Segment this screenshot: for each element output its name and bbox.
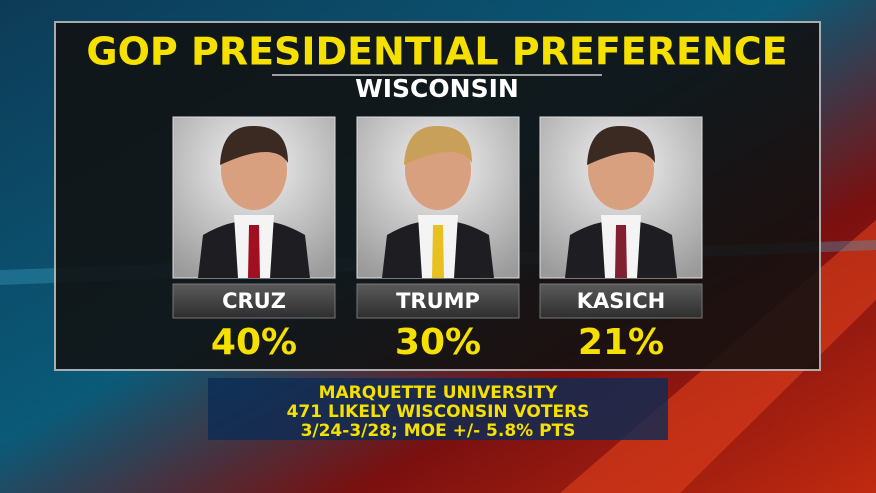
candidate-name: CRUZ — [222, 289, 286, 313]
candidate-name: KASICH — [577, 289, 665, 313]
candidate-name: TRUMP — [396, 289, 480, 313]
photo-tie — [248, 225, 260, 278]
photo-hair — [587, 125, 655, 165]
candidate-percent: 21% — [578, 322, 664, 363]
name-plate — [539, 283, 703, 319]
photo-hair — [220, 125, 288, 165]
source-line: 3/24-3/28; MOE +/- 5.8% PTS — [301, 421, 576, 441]
photo-tie — [615, 225, 627, 278]
subtitle: WISCONSIN — [355, 74, 519, 103]
title: GOP PRESIDENTIAL PREFERENCE — [86, 30, 787, 74]
candidates: CRUZ 40% TRUMP 30% KASICH 21% — [172, 116, 703, 363]
name-plate — [172, 283, 336, 319]
photo-tie — [432, 225, 444, 278]
candidate-percent: 40% — [211, 322, 297, 363]
source-line: 471 LIKELY WISCONSIN VOTERS — [287, 402, 590, 422]
candidate-percent: 30% — [395, 322, 481, 363]
source-box — [208, 378, 668, 440]
source-line: MARQUETTE UNIVERSITY — [319, 383, 559, 403]
name-plate — [356, 283, 520, 319]
photo-hair — [404, 125, 472, 165]
